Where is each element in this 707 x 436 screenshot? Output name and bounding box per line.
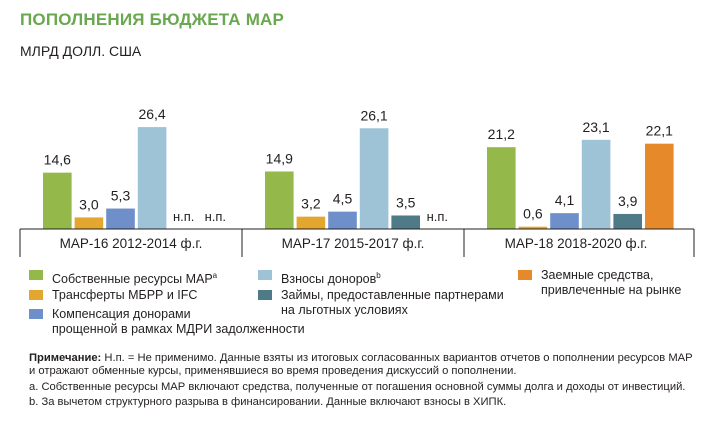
legend-item-ibrd: Трансферты МБРР и IFC: [52, 288, 198, 302]
bar-loans-3: [613, 213, 642, 229]
data-label-own-1: 14,6: [44, 152, 71, 168]
legend-item-comp: Компенсация донорами прощенной в рамках …: [52, 307, 305, 336]
data-label-loans-3: 3,9: [618, 193, 638, 209]
data-label-own-3: 21,2: [488, 126, 515, 142]
data-label-market-2: н.п.: [427, 209, 448, 224]
data-label-comp-1: 5,3: [111, 188, 131, 204]
legend: Собственные ресурсы МАРa Трансферты МБРР…: [0, 265, 707, 345]
legend-swatch-market: [518, 270, 532, 280]
bar-ibrd-2: [296, 216, 326, 229]
note-b: b. За вычетом структурного разрыва в фин…: [29, 396, 507, 409]
bar-own-2: [265, 171, 294, 229]
data-label-market-1: н.п.: [205, 209, 226, 224]
data-label-comp-2: 4,5: [333, 191, 353, 207]
bar-own-1: [43, 172, 72, 229]
legend-swatch-comp: [29, 309, 43, 319]
data-label-ibrd-1: 3,0: [79, 196, 99, 212]
bar-loans-2: [391, 215, 420, 229]
legend-swatch-own: [29, 270, 43, 280]
data-label-donor-2: 26,1: [360, 107, 387, 123]
bar-donor-3: [581, 139, 611, 229]
bar-donor-1: [137, 127, 167, 229]
legend-item-loans: Займы, предоставленные партнерами на льг…: [281, 288, 504, 317]
legend-item-donor: Взносы доноровb: [281, 271, 381, 287]
category-label-1: МАР-16 2012-2014 ф.г.: [60, 236, 203, 251]
bar-ibrd-1: [74, 217, 104, 229]
unit-label: МЛРД ДОЛЛ. США: [20, 43, 142, 59]
note-a: a. Собственные ресурсы МАР включают сред…: [29, 380, 686, 393]
note-main: Примечание: Н.п. = Не применимо. Данные …: [29, 352, 693, 378]
category-label-2: МАР-17 2015-2017 ф.г.: [282, 236, 425, 251]
data-label-donor-3: 23,1: [582, 119, 609, 135]
category-label-3: МАР-18 2018-2020 ф.г.: [505, 236, 648, 251]
notes: Примечание: Н.п. = Не применимо. Данные …: [29, 352, 694, 412]
legend-swatch-ibrd: [29, 290, 43, 300]
chart-title: ПОПОЛНЕНИЯ БЮДЖЕТА МАР: [20, 10, 285, 29]
legend-item-own: Собственные ресурсы МАРa: [52, 271, 218, 287]
data-label-ibrd-3: 0,6: [523, 206, 543, 222]
bar-comp-3: [550, 213, 579, 229]
bar-market-3: [645, 143, 674, 229]
data-label-comp-3: 4,1: [555, 192, 575, 208]
data-label-loans-2: 3,5: [396, 194, 416, 210]
legend-item-market: Заемные средства, привлеченные на рынке: [541, 268, 682, 297]
data-label-ibrd-2: 3,2: [301, 196, 321, 212]
bar-ibrd-3: [518, 226, 548, 229]
bar-donor-2: [359, 128, 389, 229]
data-label-donor-1: 26,4: [138, 106, 165, 122]
legend-swatch-loans: [258, 290, 272, 300]
bar-own-3: [487, 147, 516, 229]
data-label-loans-1: н.п.: [173, 209, 194, 224]
legend-swatch-donor: [258, 270, 272, 280]
data-label-market-3: 22,1: [646, 123, 673, 139]
bar-comp-2: [328, 211, 357, 229]
bar-comp-1: [106, 208, 135, 229]
bar-chart: 14,6 14,9 21,2 3,0 3,2 0,6 5,3 4,5 4,1 26,4 26,1 23…: [19, 106, 695, 257]
data-label-own-2: 14,9: [266, 150, 293, 166]
